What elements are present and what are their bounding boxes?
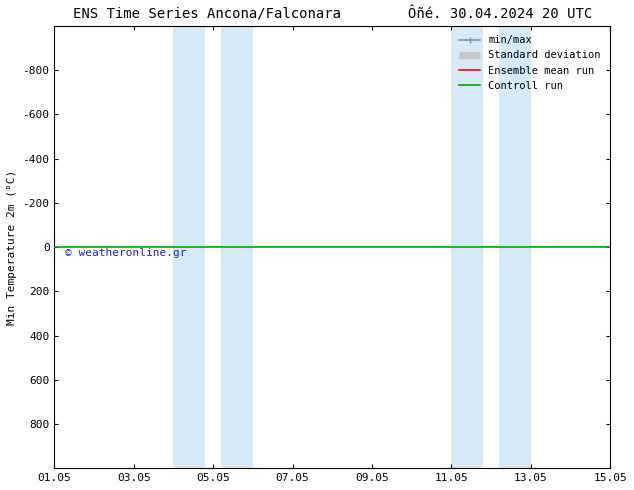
Bar bbox=[221, 26, 253, 468]
Text: © weatheronline.gr: © weatheronline.gr bbox=[65, 248, 187, 258]
Legend: min/max, Standard deviation, Ensemble mean run, Controll run: min/max, Standard deviation, Ensemble me… bbox=[455, 31, 605, 95]
Bar bbox=[174, 26, 205, 468]
Y-axis label: Min Temperature 2m (°C): Min Temperature 2m (°C) bbox=[7, 170, 17, 325]
Bar bbox=[451, 26, 483, 468]
Bar bbox=[499, 26, 531, 468]
Title: ENS Time Series Ancona/Falconara        Ôñé. 30.04.2024 20 UTC: ENS Time Series Ancona/Falconara Ôñé. 30… bbox=[73, 7, 592, 22]
